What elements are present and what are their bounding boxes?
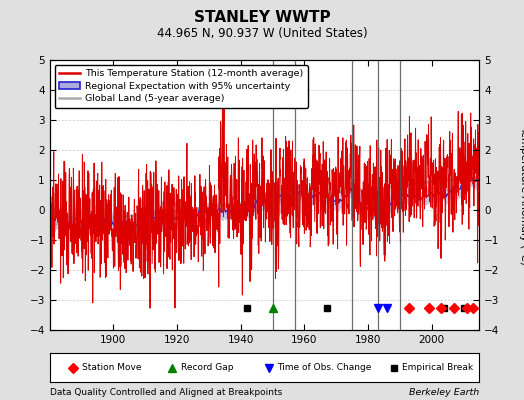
- Text: 44.965 N, 90.937 W (United States): 44.965 N, 90.937 W (United States): [157, 28, 367, 40]
- Legend: This Temperature Station (12-month average), Regional Expectation with 95% uncer: This Temperature Station (12-month avera…: [54, 65, 308, 108]
- Text: Berkeley Earth: Berkeley Earth: [409, 388, 479, 397]
- Text: Data Quality Controlled and Aligned at Breakpoints: Data Quality Controlled and Aligned at B…: [50, 388, 282, 397]
- Text: Station Move: Station Move: [82, 363, 141, 372]
- Text: Record Gap: Record Gap: [181, 363, 233, 372]
- Text: Time of Obs. Change: Time of Obs. Change: [278, 363, 372, 372]
- Text: STANLEY WWTP: STANLEY WWTP: [194, 10, 330, 26]
- Y-axis label: Temperature Anomaly (°C): Temperature Anomaly (°C): [519, 126, 524, 264]
- Text: Empirical Break: Empirical Break: [402, 363, 473, 372]
